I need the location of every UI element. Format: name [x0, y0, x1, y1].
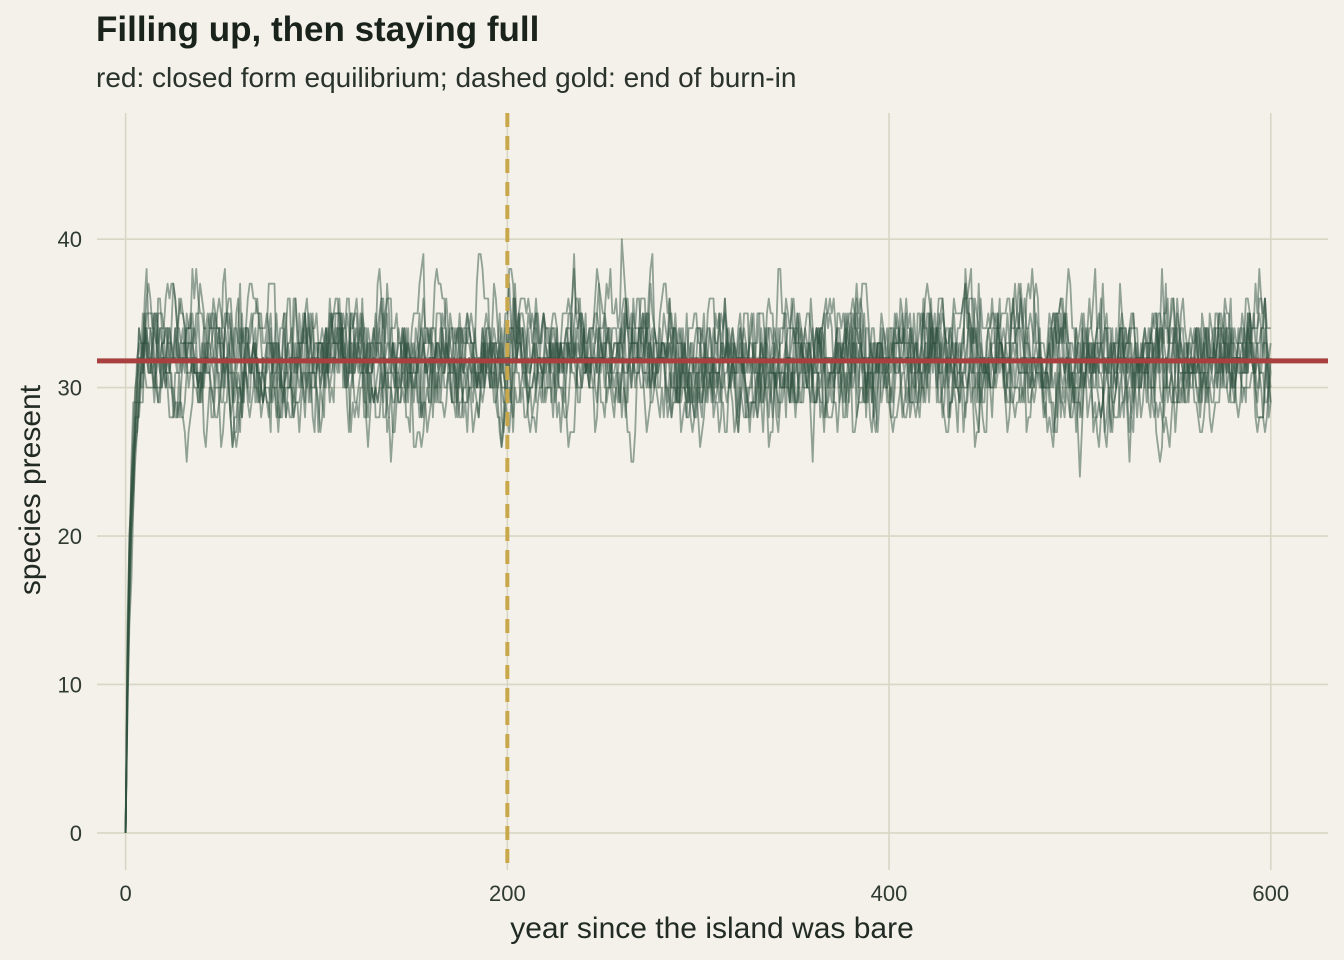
grid — [97, 113, 1328, 870]
x-tick-label-200: 200 — [489, 881, 526, 906]
y-tick-label-30: 30 — [58, 376, 82, 401]
y-axis-title: species present — [14, 384, 47, 595]
trajectory-line-6 — [124, 282, 1272, 833]
y-tick-label-10: 10 — [58, 672, 82, 697]
y-tick-label-0: 0 — [70, 821, 82, 846]
x-axis-title: year since the island was bare — [510, 912, 914, 945]
x-tick-label-0: 0 — [120, 881, 132, 906]
reference-lines — [97, 113, 1328, 870]
trajectory-line-10 — [124, 253, 1272, 833]
trajectory-line-9 — [124, 253, 1272, 833]
x-tick-label-600: 600 — [1252, 881, 1289, 906]
trajectories — [124, 238, 1272, 833]
chart-title: Filling up, then staying full — [96, 10, 540, 49]
y-tick-label-20: 20 — [58, 524, 82, 549]
chart-subtitle: red: closed form equilibrium; dashed gol… — [96, 62, 797, 93]
x-tick-label-400: 400 — [871, 881, 908, 906]
y-tick-label-40: 40 — [58, 227, 82, 252]
